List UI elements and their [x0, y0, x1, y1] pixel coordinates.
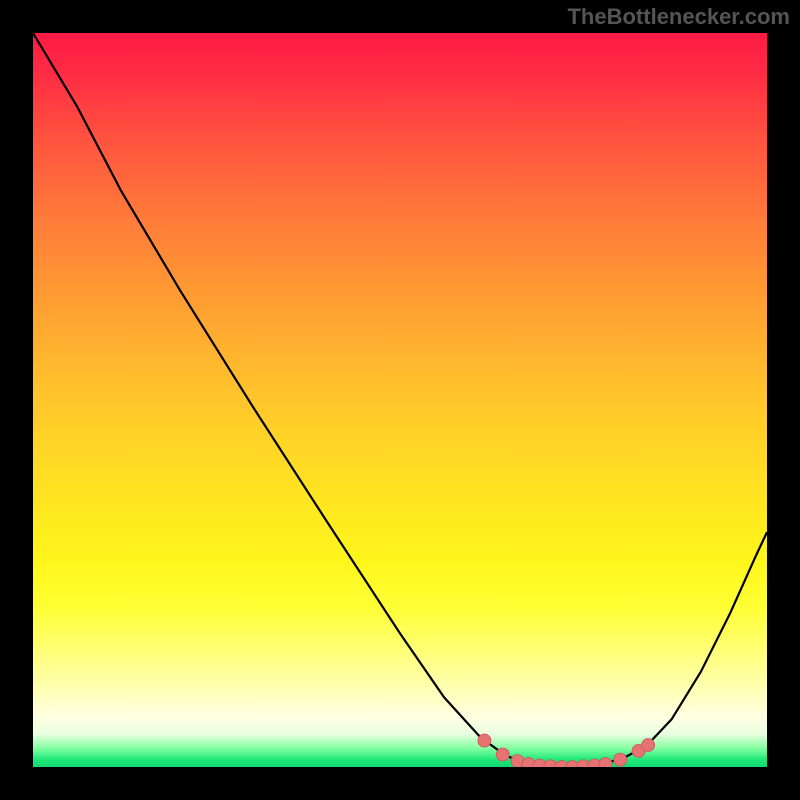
marker-dot: [478, 734, 491, 747]
marker-dot: [496, 748, 509, 761]
watermark-text: TheBottlenecker.com: [567, 4, 790, 30]
chart-container: TheBottlenecker.com: [0, 0, 800, 800]
marker-dot: [642, 738, 655, 751]
gradient-background: [33, 33, 767, 767]
plot-area: [33, 33, 767, 767]
marker-dot: [614, 753, 627, 766]
marker-dot: [599, 758, 612, 767]
